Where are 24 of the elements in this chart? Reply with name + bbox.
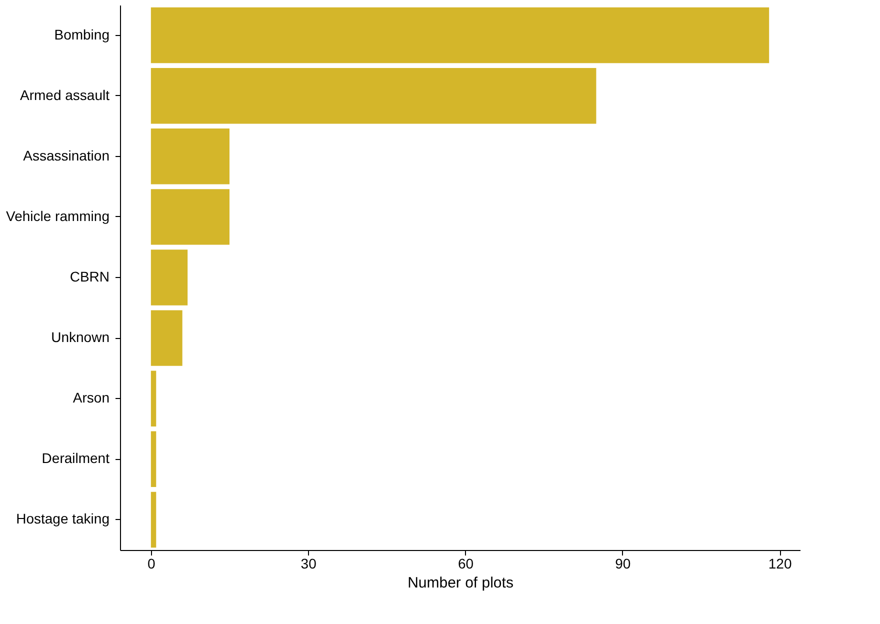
bar (150, 370, 156, 426)
x-tick-label: 0 (148, 556, 156, 572)
bar (150, 431, 156, 488)
x-tick-label: 90 (615, 556, 631, 572)
y-tick-label: Armed assault (20, 86, 110, 103)
y-tick-label: Vehicle ramming (6, 208, 110, 224)
y-tick-label: Arson (72, 390, 110, 406)
y-tick-label: CBRN (70, 268, 110, 284)
x-tick-label: 30 (300, 556, 317, 572)
y-tick-label: Hostage taking (16, 510, 110, 527)
y-tick-label: Assassination (23, 147, 110, 164)
y-tick-label: Unknown (51, 329, 110, 346)
x-axis-title: Number of plots (408, 574, 514, 592)
bar (150, 189, 230, 245)
bar (150, 7, 770, 64)
x-tick-label: 120 (768, 556, 792, 572)
y-tick-label: Bombing (54, 26, 110, 42)
bar (150, 250, 188, 306)
bar (150, 128, 230, 184)
bar (150, 492, 156, 548)
x-tick-label: 60 (458, 556, 474, 572)
bar (150, 310, 182, 366)
bar (150, 68, 596, 124)
y-tick-label: Derailment (42, 450, 110, 466)
